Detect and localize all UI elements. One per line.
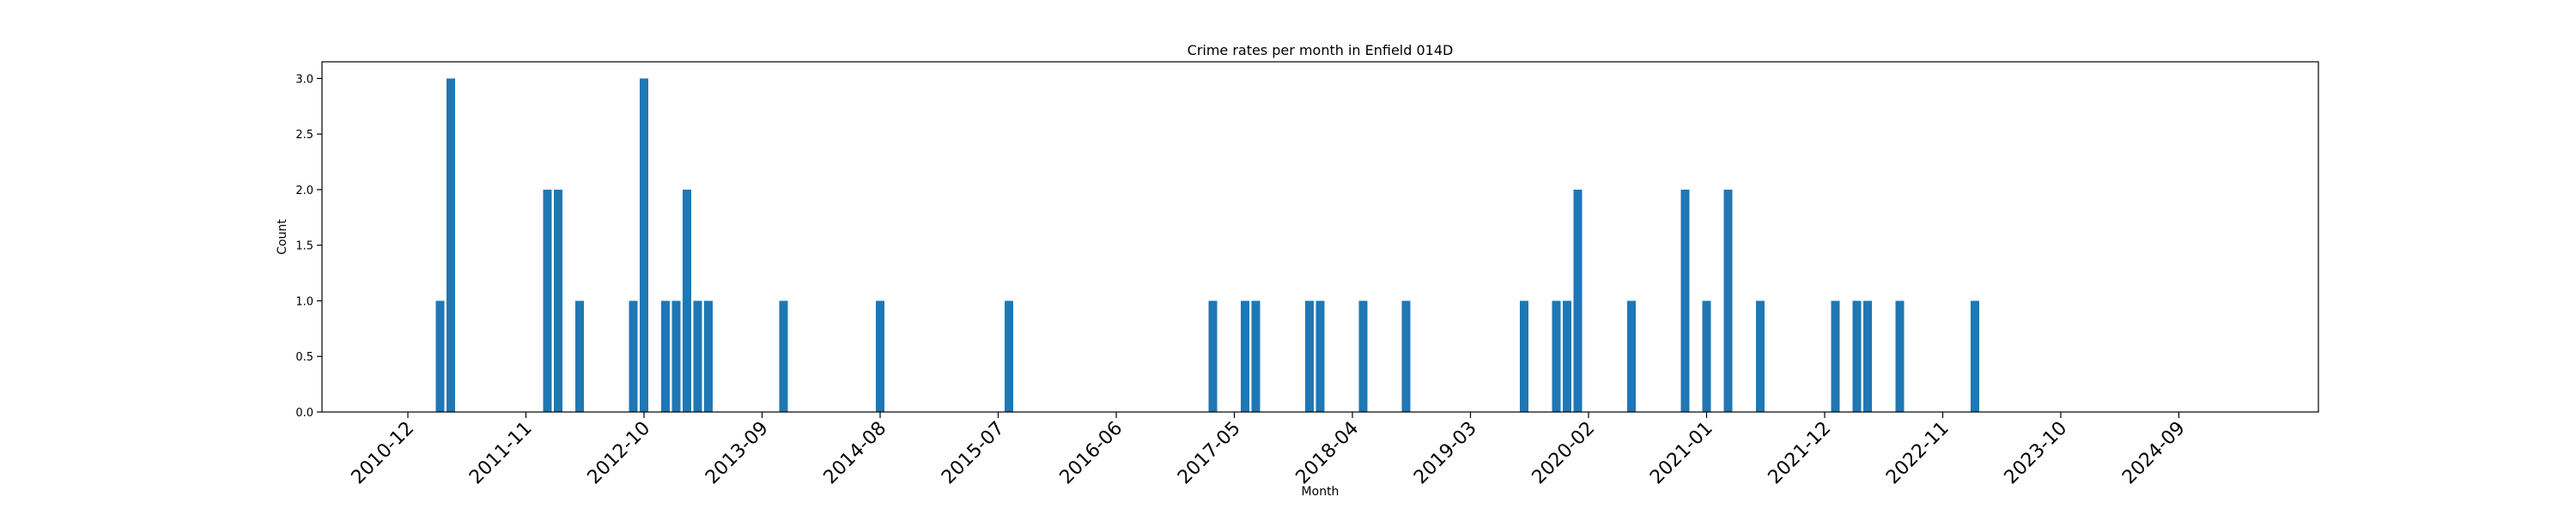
bar xyxy=(447,78,455,413)
bar xyxy=(1401,300,1411,412)
bar xyxy=(1315,300,1325,412)
y-tick-label: 3.0 xyxy=(295,73,313,86)
bar xyxy=(1241,300,1249,412)
bar xyxy=(1895,300,1905,412)
bar xyxy=(575,300,584,412)
bar xyxy=(1005,300,1013,412)
bar xyxy=(435,300,445,412)
y-axis-label: Count xyxy=(276,219,289,255)
plot-frame xyxy=(321,61,2319,413)
bar xyxy=(661,300,670,412)
bar xyxy=(1702,300,1711,412)
y-tick-label: 0.5 xyxy=(295,351,313,364)
bar xyxy=(629,300,638,412)
bar xyxy=(1573,189,1583,412)
bar xyxy=(779,300,788,412)
bar xyxy=(543,189,552,412)
y-tick-label: 1.0 xyxy=(295,295,313,308)
bar xyxy=(1863,300,1872,412)
bar xyxy=(1723,189,1733,412)
y-tick-label: 2.0 xyxy=(295,185,313,197)
bar xyxy=(1563,300,1571,412)
bar xyxy=(1971,300,1979,412)
y-tick-label: 2.5 xyxy=(295,129,313,142)
y-tick-label: 1.5 xyxy=(295,240,313,253)
chart-title: Crime rates per month in Enfield 014D xyxy=(1188,42,1454,58)
bar xyxy=(1552,300,1561,412)
bar xyxy=(1305,300,1314,412)
bar xyxy=(693,300,702,412)
bars-group xyxy=(435,78,1979,413)
bar xyxy=(704,300,713,412)
y-axis: 0.0 0.5 1.0 1.5 2.0 2.5 3.0 xyxy=(295,73,322,420)
bar xyxy=(1756,300,1765,412)
x-axis-label: Month xyxy=(1302,485,1340,499)
bar xyxy=(640,78,648,413)
bar xyxy=(671,300,681,412)
bar xyxy=(1627,300,1636,412)
bar xyxy=(1251,300,1261,412)
bar xyxy=(876,300,884,412)
bar xyxy=(1520,300,1528,412)
bar xyxy=(683,189,691,412)
bar xyxy=(1680,189,1690,412)
bar xyxy=(554,189,562,412)
bar xyxy=(1208,300,1218,412)
bar xyxy=(1831,300,1840,412)
bar xyxy=(1852,300,1862,412)
bar xyxy=(1358,300,1368,412)
y-tick-label: 0.0 xyxy=(295,407,313,420)
